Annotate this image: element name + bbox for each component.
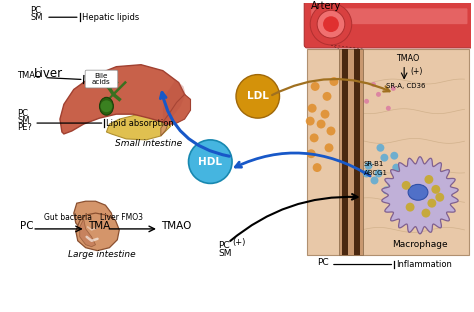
Polygon shape <box>74 201 113 233</box>
Circle shape <box>435 193 444 202</box>
Circle shape <box>329 77 338 86</box>
Text: SR-A, CD36: SR-A, CD36 <box>386 83 426 90</box>
Text: Bile: Bile <box>95 73 108 79</box>
Text: SM: SM <box>30 13 43 22</box>
FancyBboxPatch shape <box>311 8 467 24</box>
Circle shape <box>371 177 378 184</box>
Polygon shape <box>60 65 185 134</box>
Circle shape <box>236 75 280 118</box>
Polygon shape <box>163 95 191 124</box>
Circle shape <box>431 185 440 194</box>
Text: PE?: PE? <box>18 123 32 132</box>
Circle shape <box>421 209 430 217</box>
Text: Macrophage: Macrophage <box>392 240 448 249</box>
Circle shape <box>391 86 396 91</box>
Text: TMAO: TMAO <box>161 221 191 231</box>
Circle shape <box>376 92 381 97</box>
Text: SM: SM <box>218 249 232 258</box>
Circle shape <box>306 117 315 125</box>
Text: Liver: Liver <box>34 66 64 80</box>
Text: PC: PC <box>218 241 230 250</box>
Text: SR-B1: SR-B1 <box>364 161 384 167</box>
Circle shape <box>371 82 376 87</box>
Circle shape <box>406 203 415 212</box>
Ellipse shape <box>408 184 428 200</box>
Circle shape <box>317 10 345 38</box>
FancyBboxPatch shape <box>339 49 363 255</box>
Text: Lipid absorption: Lipid absorption <box>107 119 174 128</box>
Circle shape <box>374 169 383 178</box>
Circle shape <box>307 149 316 158</box>
Text: TMA: TMA <box>88 221 110 231</box>
Polygon shape <box>76 213 119 251</box>
Text: PC: PC <box>317 257 329 266</box>
Circle shape <box>383 186 390 194</box>
Circle shape <box>189 140 232 183</box>
Circle shape <box>310 82 319 91</box>
Text: Inflammation: Inflammation <box>396 260 452 269</box>
Circle shape <box>310 3 352 45</box>
Circle shape <box>390 152 398 160</box>
Circle shape <box>323 92 331 101</box>
Circle shape <box>392 163 400 172</box>
Ellipse shape <box>100 97 113 115</box>
Circle shape <box>313 163 321 172</box>
Polygon shape <box>107 109 171 140</box>
Text: Large intestine: Large intestine <box>68 250 135 259</box>
FancyBboxPatch shape <box>304 0 474 48</box>
Circle shape <box>310 134 319 142</box>
Text: (+): (+) <box>232 238 246 247</box>
FancyBboxPatch shape <box>342 49 348 255</box>
Circle shape <box>308 104 317 113</box>
FancyBboxPatch shape <box>85 70 118 88</box>
Circle shape <box>317 119 326 129</box>
Circle shape <box>325 143 333 152</box>
Circle shape <box>424 175 433 184</box>
Text: ABCG1: ABCG1 <box>364 170 388 177</box>
Text: PC: PC <box>18 109 28 118</box>
Circle shape <box>363 169 371 178</box>
FancyBboxPatch shape <box>354 49 360 255</box>
Circle shape <box>320 110 329 119</box>
Text: PC: PC <box>30 6 41 15</box>
Polygon shape <box>163 80 185 122</box>
Circle shape <box>387 179 395 188</box>
Polygon shape <box>382 157 458 234</box>
Polygon shape <box>80 219 96 247</box>
FancyBboxPatch shape <box>307 49 469 255</box>
Circle shape <box>327 127 336 135</box>
Circle shape <box>401 181 410 190</box>
Circle shape <box>364 99 369 104</box>
Text: Small intestine: Small intestine <box>115 139 182 148</box>
Text: acids: acids <box>92 79 111 85</box>
Circle shape <box>428 199 437 208</box>
Circle shape <box>100 100 112 112</box>
Circle shape <box>376 144 384 152</box>
Text: (+): (+) <box>410 66 422 76</box>
Text: TMAO: TMAO <box>18 71 42 80</box>
Text: LDL: LDL <box>247 91 269 101</box>
Text: Gut bacteria: Gut bacteria <box>44 213 92 222</box>
Text: TMAO: TMAO <box>396 54 419 63</box>
Text: Hepatic lipids: Hepatic lipids <box>82 13 139 22</box>
Circle shape <box>323 16 339 32</box>
Polygon shape <box>159 96 171 136</box>
Text: HDL: HDL <box>198 157 222 167</box>
Circle shape <box>381 154 388 162</box>
Text: Artery: Artery <box>311 1 341 11</box>
Text: Liver FMO3: Liver FMO3 <box>100 213 143 222</box>
Circle shape <box>386 106 391 111</box>
Circle shape <box>365 162 373 169</box>
Text: PC: PC <box>20 221 34 231</box>
Text: SM: SM <box>18 116 30 125</box>
